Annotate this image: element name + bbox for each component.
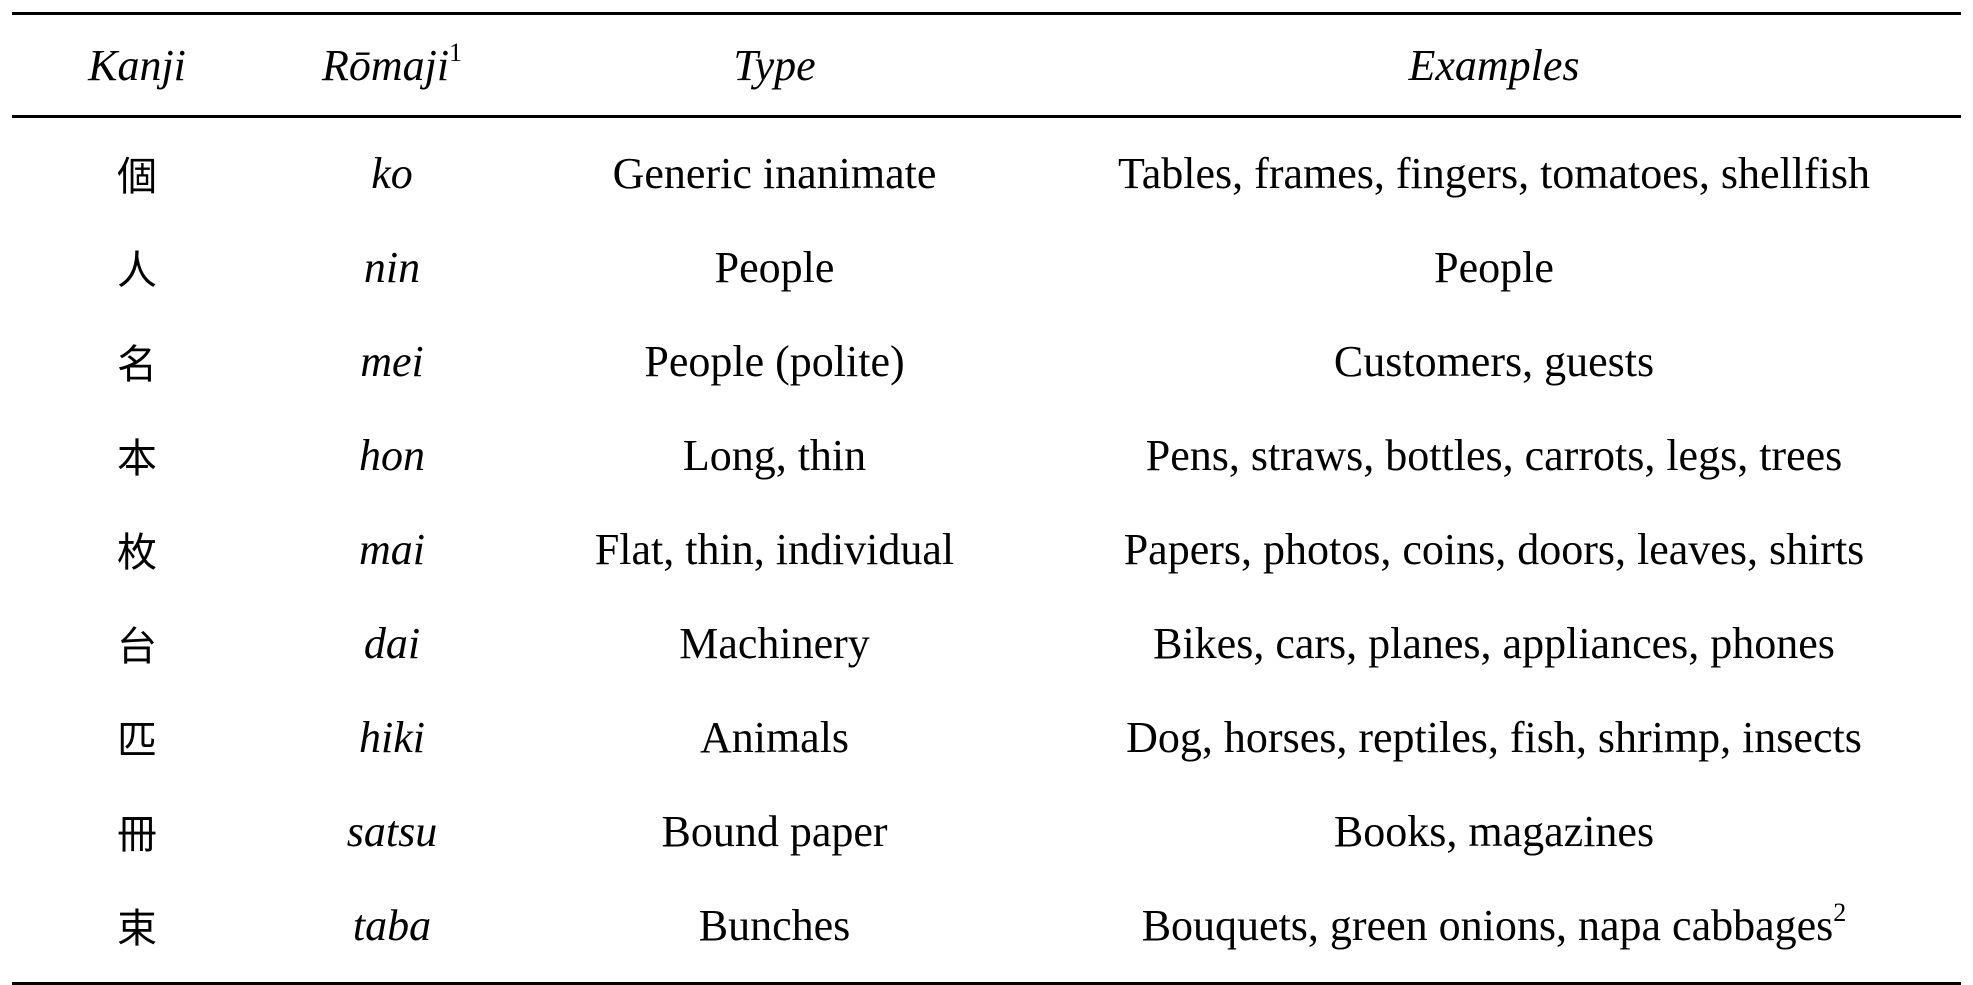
- cell-type: People: [714, 242, 835, 292]
- cell-type: Machinery: [679, 618, 870, 668]
- cell-romaji: nin: [363, 242, 421, 292]
- table-body: 個 ko Generic inanimate Tables, frames, f…: [12, 118, 1961, 982]
- cell-examples: Pens, straws, bottles, carrots, legs, tr…: [1145, 430, 1843, 480]
- cell-romaji: satsu: [346, 806, 438, 856]
- cell-examples: Tables, frames, fingers, tomatoes, shell…: [1117, 148, 1871, 198]
- cell-type: Generic inanimate: [612, 148, 937, 198]
- cell-romaji: hiki: [359, 712, 425, 762]
- cell-romaji: ko: [371, 148, 413, 198]
- cell-examples: Dog, horses, reptiles, fish, shrimp, ins…: [1126, 712, 1862, 762]
- cell-kanji: 匹: [117, 718, 157, 764]
- cell-examples: Customers, guests: [1333, 336, 1655, 386]
- table-row: 人 nin People People: [12, 220, 1961, 314]
- table-row: 枚 mai Flat, thin, individual Papers, pho…: [12, 502, 1961, 596]
- table-row: 個 ko Generic inanimate Tables, frames, f…: [12, 118, 1961, 220]
- header-rule: [12, 115, 1961, 118]
- counter-table: Kanji Rōmaji1 Type Examples 個 ko Generic…: [12, 12, 1961, 985]
- cell-romaji: dai: [363, 618, 421, 668]
- table-row: 台 dai Machinery Bikes, cars, planes, app…: [12, 596, 1961, 690]
- cell-examples: Books, magazines: [1333, 806, 1655, 856]
- cell-type: Long, thin: [682, 430, 867, 480]
- cell-examples: People: [1434, 242, 1554, 292]
- header-type: Type: [733, 40, 816, 90]
- cell-romaji: hon: [359, 430, 425, 480]
- cell-kanji: 束: [117, 906, 157, 952]
- table-grid: Kanji Rōmaji1 Type Examples: [12, 15, 1961, 115]
- table-row: 匹 hiki Animals Dog, horses, reptiles, fi…: [12, 690, 1961, 784]
- cell-examples: Bouquets, green onions, napa cabbages: [1141, 900, 1834, 950]
- cell-kanji: 名: [117, 342, 157, 388]
- cell-type: Bunches: [698, 900, 851, 950]
- cell-examples-with-note: Bouquets, green onions, napa cabbages2: [1027, 878, 1961, 982]
- table-header: Kanji Rōmaji1 Type Examples: [12, 15, 1961, 115]
- table-body-grid: 個 ko Generic inanimate Tables, frames, f…: [12, 118, 1961, 982]
- footnote-marker-2: 2: [1833, 897, 1847, 927]
- header-kanji: Kanji: [88, 40, 186, 90]
- table-row: 本 hon Long, thin Pens, straws, bottles, …: [12, 408, 1961, 502]
- header-romaji: Rōmaji1: [262, 15, 522, 115]
- cell-kanji: 本: [117, 436, 157, 482]
- cell-romaji: mei: [360, 336, 424, 386]
- cell-examples: Papers, photos, coins, doors, leaves, sh…: [1123, 524, 1865, 574]
- cell-kanji: 冊: [117, 812, 157, 858]
- table-row: 冊 satsu Bound paper Books, magazines: [12, 784, 1961, 878]
- header-row: Kanji Rōmaji1 Type Examples: [12, 15, 1961, 115]
- cell-kanji: 個: [117, 154, 157, 200]
- cell-kanji: 人: [117, 248, 157, 294]
- cell-type: People (polite): [644, 336, 905, 386]
- cell-kanji: 枚: [117, 530, 157, 576]
- table-row: 束 taba Bunches Bouquets, green onions, n…: [12, 878, 1961, 982]
- cell-type: Flat, thin, individual: [594, 524, 955, 574]
- cell-romaji: taba: [352, 900, 432, 950]
- cell-type: Bound paper: [661, 806, 888, 856]
- top-rule: [12, 12, 1961, 15]
- cell-type: Animals: [699, 712, 850, 762]
- footnote-marker-1: 1: [449, 37, 463, 67]
- cell-romaji: mai: [359, 524, 425, 574]
- cell-kanji: 台: [117, 624, 157, 670]
- cell-examples: Bikes, cars, planes, appliances, phones: [1153, 618, 1835, 668]
- header-examples: Examples: [1408, 40, 1580, 90]
- header-romaji-label: Rōmaji: [321, 40, 450, 90]
- table-row: 名 mei People (polite) Customers, guests: [12, 314, 1961, 408]
